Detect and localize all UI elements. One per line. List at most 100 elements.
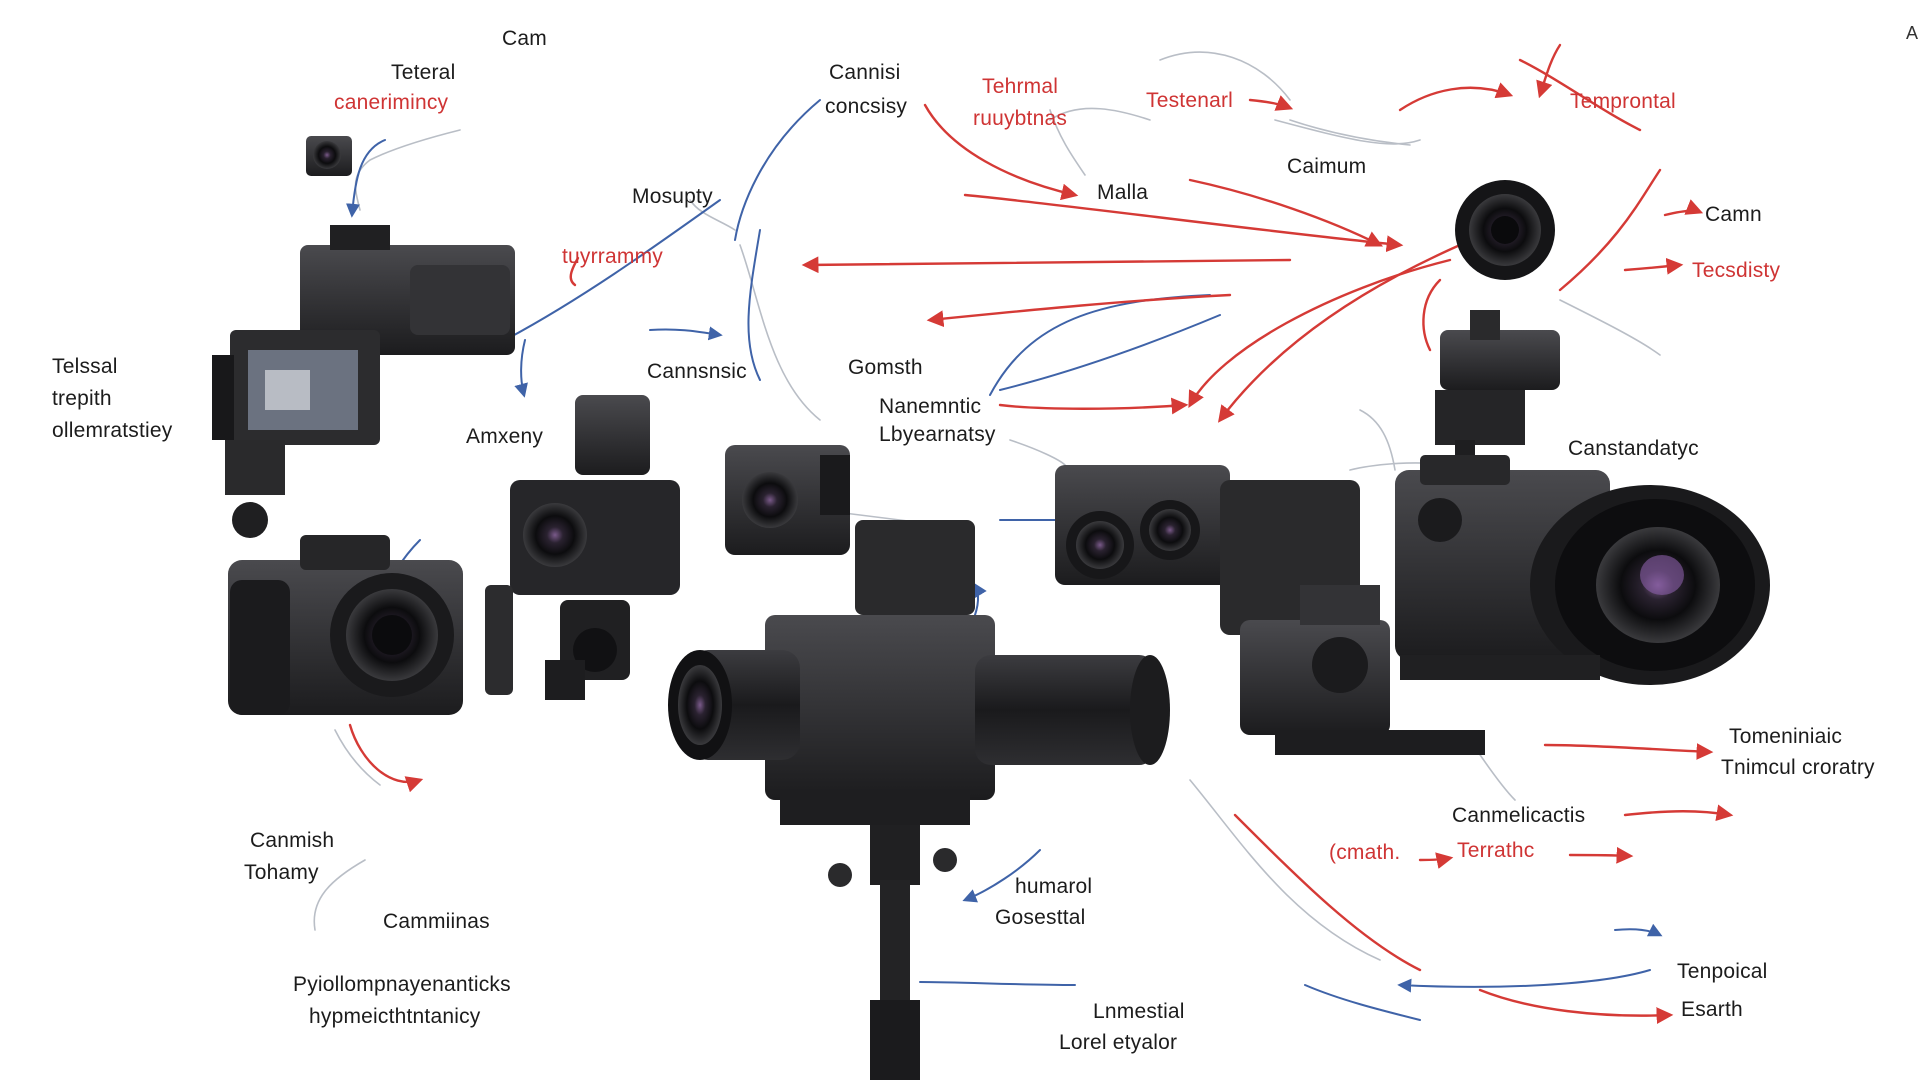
label-lorel-etyalor: Lorel etyalor	[1059, 1031, 1178, 1054]
label-terrathc: Terrathc	[1457, 839, 1535, 862]
label-lnmestial: Lnmestial	[1093, 1000, 1185, 1023]
connector-gray	[354, 129, 461, 211]
connector-red	[1418, 852, 1454, 869]
connector-blue	[973, 582, 987, 616]
connector-red	[801, 256, 1292, 274]
label-tuyrrammy: tuyrrammy	[562, 245, 663, 268]
corner-mark: A	[1906, 23, 1919, 43]
label-malla: Malla	[1097, 181, 1149, 204]
connector-gray	[1559, 299, 1661, 356]
label-mosupty: Mosupty	[632, 185, 713, 208]
label-tomeniniaic: Tomeniniaic	[1729, 725, 1843, 748]
cinema-camera-rig-icon	[212, 225, 515, 538]
label-cannisi: Cannisi	[829, 61, 901, 84]
connector-blue	[1614, 923, 1663, 937]
connector-gray	[1049, 107, 1151, 121]
label-testenarl: Testenarl	[1146, 89, 1234, 112]
connector-blue	[747, 229, 761, 381]
connector-gray	[334, 729, 381, 786]
label-telssal: Telssal	[52, 355, 118, 378]
connector-red	[1568, 846, 1634, 864]
label-humarol: humarol	[1015, 875, 1093, 898]
connector-red	[1217, 243, 1462, 423]
connector-gray	[689, 199, 736, 231]
label-cammiinas: Cammiinas	[383, 910, 490, 933]
connector-red	[1518, 58, 1642, 132]
label-concsisy: concsisy	[825, 95, 908, 118]
label-ruuybtnas: ruuybtnas	[973, 107, 1068, 130]
label-canstandatyc: Canstandatyc	[1568, 437, 1699, 460]
connector-blue	[1304, 984, 1421, 1021]
connector-red	[1536, 43, 1562, 99]
connector-gray	[739, 244, 821, 421]
connector-red	[1188, 258, 1452, 408]
connector-red	[1623, 257, 1684, 275]
connector-red	[998, 397, 1189, 415]
connector-blue	[999, 314, 1221, 391]
connector-red	[1248, 95, 1294, 111]
round-lens-icon	[1455, 180, 1555, 280]
label-tohamy: Tohamy	[244, 861, 319, 884]
connector-blue	[734, 99, 821, 241]
connector-gray	[1189, 779, 1381, 961]
connector-blue	[962, 849, 1041, 903]
label-hypmeicthtntanicy: hypmeicthtntanicy	[309, 1005, 481, 1028]
connector-gray	[313, 859, 366, 931]
handheld-camera-icon	[485, 395, 680, 700]
connector-red	[926, 293, 1232, 328]
connector-red	[1558, 168, 1662, 292]
connector-red	[1422, 278, 1442, 352]
connector-red	[1623, 804, 1734, 822]
large-lens-camera-icon	[1395, 455, 1770, 685]
connector-red	[923, 103, 1079, 201]
connector-gray	[1359, 409, 1396, 471]
cinema-camera-tripod-icon	[668, 520, 1170, 1080]
dslr-camera-icon	[228, 535, 463, 715]
label-gosesttal: Gosesttal	[995, 906, 1086, 929]
connector-red	[1233, 813, 1422, 972]
connector-red	[1478, 988, 1674, 1024]
label-lbyearnatsy: Lbyearnatsy	[879, 423, 996, 446]
connector-red	[1188, 178, 1384, 247]
label-tecsdisty: Tecsdisty	[1692, 259, 1781, 282]
label-teteral: Teteral	[391, 61, 456, 84]
label-temprontal: Temprontal	[1570, 90, 1676, 113]
label-ollemratstiey: ollemratstiey	[52, 419, 173, 442]
label-amxeny: Amxeny	[466, 425, 544, 448]
label-trepith: trepith	[52, 387, 112, 410]
twin-lens-cinema-rig-icon	[1055, 465, 1485, 755]
label-canmelicactis: Canmelicactis	[1452, 804, 1586, 827]
connector-blue	[504, 199, 721, 341]
connector-gray	[1274, 119, 1421, 145]
label-esarth: Esarth	[1681, 998, 1743, 1021]
label-cam-top: Cam	[502, 27, 547, 50]
label-tenpoical: Tenpoical	[1677, 960, 1768, 983]
connector-gray	[1009, 439, 1066, 466]
label-nanemntic: Nanemntic	[879, 395, 982, 418]
gimbal-camera-icon	[1435, 310, 1560, 465]
label-gomsth: Gomsth	[848, 356, 923, 379]
connector-blue	[919, 981, 1076, 986]
box-camera-icon	[725, 445, 850, 555]
label-caimum: Caimum	[1287, 155, 1367, 178]
connector-blue	[1397, 969, 1651, 993]
label-tnimcul-croratry: Tnimcul croratry	[1721, 756, 1875, 779]
connector-blue	[345, 139, 386, 218]
label-canmish: Canmish	[250, 829, 335, 852]
connector-red	[1543, 743, 1714, 760]
connector-red	[569, 256, 580, 287]
connector-red	[348, 723, 424, 793]
label-cmath: (cmath.	[1329, 841, 1401, 864]
connector-blue	[514, 339, 528, 398]
label-cannsnsic: Cannsnsic	[647, 360, 747, 383]
label-tehrmal: Tehrmal	[982, 75, 1059, 98]
connector-red	[963, 193, 1404, 253]
label-cam-right: Camn	[1705, 203, 1762, 226]
label-pyiollompnayenanticks: Pyiollompnayenanticks	[293, 973, 511, 996]
connector-red	[1398, 82, 1514, 112]
connector-blue	[649, 326, 723, 341]
connector-gray	[1159, 51, 1291, 101]
connector-red	[1663, 199, 1704, 217]
